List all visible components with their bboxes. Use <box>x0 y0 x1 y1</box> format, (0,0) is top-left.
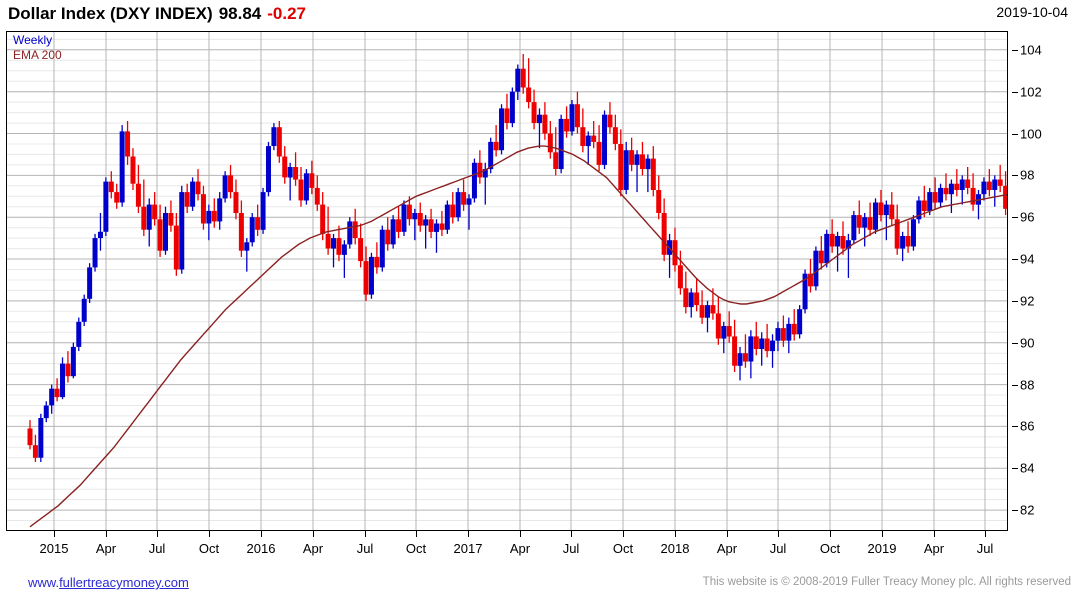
x-axis-label: 2015 <box>39 541 69 556</box>
x-tick <box>261 531 262 537</box>
x-axis-label: Jul <box>562 541 580 556</box>
x-tick <box>157 531 158 537</box>
x-tick <box>934 531 935 537</box>
y-axis-label: 94 <box>1020 251 1035 267</box>
x-tick <box>416 531 417 537</box>
x-axis-label: Jul <box>976 541 994 556</box>
x-axis-label: Jul <box>148 541 166 556</box>
x-axis-label: Jul <box>769 541 787 556</box>
x-axis-label: Apr <box>716 541 738 556</box>
y-axis: 82 84 86 88 90 92 94 96 98 100 102 104 <box>1012 31 1072 531</box>
legend-interval: Weekly <box>13 33 53 47</box>
x-axis-label: Jul <box>356 541 374 556</box>
legend-ema-200: EMA 200 <box>13 48 62 62</box>
copyright-notice: This website is © 2008-2019 Fuller Treac… <box>702 576 1071 588</box>
y-axis-label: 88 <box>1020 377 1035 393</box>
x-tick <box>727 531 728 537</box>
y-tick <box>1012 342 1018 344</box>
site-url-text: fullertreacymoney.com <box>59 575 189 590</box>
y-tick <box>1012 384 1018 386</box>
x-tick <box>778 531 779 537</box>
x-axis: 2015 Apr Jul Oct 2016 Apr Jul Oct 2017 Apr Jul Oct 2… <box>6 531 1008 559</box>
y-axis-label: 86 <box>1020 418 1035 434</box>
plot-border <box>6 31 1008 531</box>
chart-legend: Weekly EMA 200 <box>13 33 62 63</box>
x-tick <box>106 531 107 537</box>
x-tick <box>520 531 521 537</box>
x-tick <box>313 531 314 537</box>
y-tick <box>1012 510 1018 512</box>
y-tick <box>1012 259 1018 261</box>
y-tick <box>1012 133 1018 135</box>
y-tick <box>1012 49 1018 51</box>
chart-title-bar: Dollar Index (DXY INDEX) 98.84 -0.27 <box>8 2 306 26</box>
chart-date: 2019-10-04 <box>996 4 1068 20</box>
x-axis-label: Oct <box>819 541 841 556</box>
x-axis-label: Apr <box>923 541 945 556</box>
price-change: -0.27 <box>267 4 306 23</box>
y-tick <box>1012 217 1018 219</box>
last-price: 98.84 <box>218 4 262 23</box>
x-axis-label: Oct <box>405 541 427 556</box>
x-axis-label: 2017 <box>453 541 483 556</box>
y-axis-label: 84 <box>1020 460 1035 476</box>
x-tick <box>54 531 55 537</box>
price-series <box>27 54 1008 528</box>
site-url[interactable]: www.fullertreacymoney.com <box>28 575 189 590</box>
y-axis-label: 82 <box>1020 502 1035 518</box>
y-axis-label: 90 <box>1020 335 1035 351</box>
x-axis-label: Oct <box>612 541 634 556</box>
x-tick <box>365 531 366 537</box>
y-tick <box>1012 468 1018 470</box>
y-axis-label: 100 <box>1020 126 1042 141</box>
y-axis-label: 104 <box>1020 42 1042 58</box>
x-tick <box>623 531 624 537</box>
x-axis-label: Oct <box>198 541 220 556</box>
y-axis-label: 92 <box>1020 293 1035 309</box>
plot-area[interactable] <box>6 31 1008 531</box>
x-axis-label: 2018 <box>660 541 690 556</box>
instrument-name: Dollar Index (DXY INDEX) <box>8 4 213 23</box>
y-tick <box>1012 300 1018 302</box>
y-tick <box>1012 91 1018 93</box>
x-axis-label: Apr <box>95 541 117 556</box>
x-tick <box>882 531 883 537</box>
x-axis-label: Apr <box>302 541 324 556</box>
y-tick <box>1012 175 1018 177</box>
x-tick <box>830 531 831 537</box>
y-axis-label: 98 <box>1020 167 1035 183</box>
x-axis-label: Apr <box>509 541 531 556</box>
x-axis-label: 2016 <box>246 541 276 556</box>
x-tick <box>209 531 210 537</box>
y-axis-label: 96 <box>1020 209 1035 225</box>
x-tick <box>571 531 572 537</box>
y-tick <box>1012 426 1018 428</box>
y-axis-label: 102 <box>1020 84 1042 100</box>
x-tick <box>675 531 676 537</box>
chart-gridlines <box>6 31 1008 531</box>
x-tick <box>468 531 469 537</box>
x-tick <box>985 531 986 537</box>
x-axis-label: 2019 <box>867 541 897 556</box>
